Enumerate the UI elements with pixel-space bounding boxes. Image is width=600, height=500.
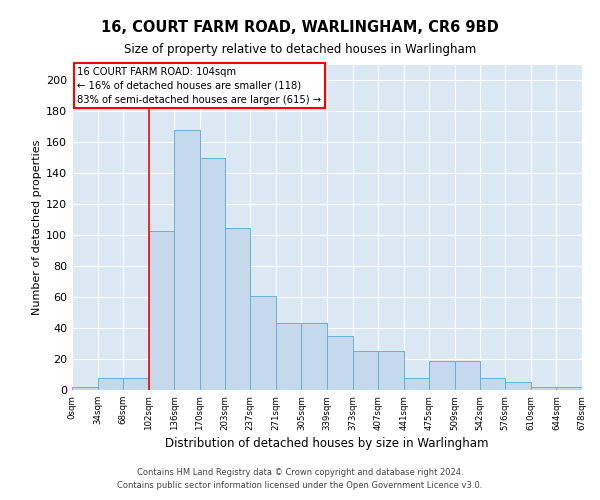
Bar (250, 296, 276, 390)
Bar (123, 378, 149, 390)
Text: Contains HM Land Registry data © Crown copyright and database right 2024.: Contains HM Land Registry data © Crown c… (137, 468, 463, 477)
Bar (98, 378, 123, 390)
Bar (353, 352, 378, 390)
Bar (430, 360, 455, 390)
Bar (72, 387, 98, 390)
Bar (479, 378, 505, 390)
Bar (505, 382, 531, 390)
Bar (200, 158, 224, 390)
Text: Contains public sector information licensed under the Open Government Licence v3: Contains public sector information licen… (118, 482, 482, 490)
Bar (556, 387, 582, 390)
Bar (301, 324, 327, 390)
Text: 16, COURT FARM ROAD, WARLINGHAM, CR6 9BD: 16, COURT FARM ROAD, WARLINGHAM, CR6 9BD (101, 20, 499, 35)
Bar (276, 324, 301, 390)
Bar (224, 228, 250, 390)
Text: Size of property relative to detached houses in Warlingham: Size of property relative to detached ho… (124, 42, 476, 56)
Bar (175, 130, 200, 390)
Text: 16 COURT FARM ROAD: 104sqm
← 16% of detached houses are smaller (118)
83% of sem: 16 COURT FARM ROAD: 104sqm ← 16% of deta… (77, 66, 321, 104)
Bar (455, 360, 479, 390)
X-axis label: Distribution of detached houses by size in Warlingham: Distribution of detached houses by size … (165, 436, 489, 450)
Bar (149, 230, 175, 390)
Bar (531, 387, 556, 390)
Bar (327, 336, 353, 390)
Bar (378, 352, 404, 390)
Y-axis label: Number of detached properties: Number of detached properties (32, 140, 42, 315)
Bar (404, 378, 430, 390)
